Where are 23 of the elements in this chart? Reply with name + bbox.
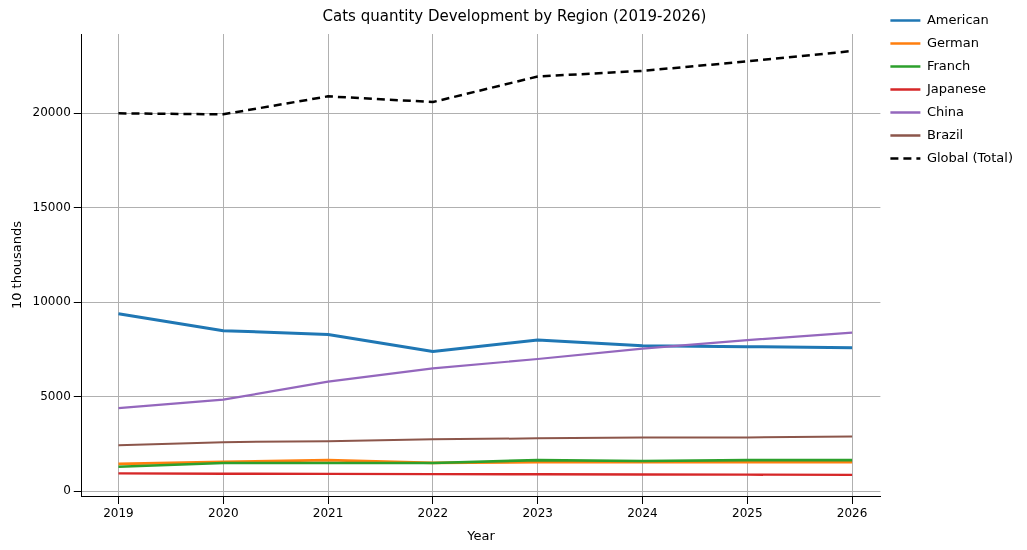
x-tick-label: 2020 — [207, 506, 239, 521]
y-tick-label: 15000 — [32, 199, 71, 214]
x-tick-label: 2026 — [836, 506, 868, 521]
legend-label: Global (Total) — [926, 149, 1013, 165]
x-tick-label: 2025 — [732, 506, 763, 521]
legend-label: Brazil — [926, 126, 964, 142]
legend-label: Franch — [926, 57, 971, 73]
y-axis-title: 10 thousands — [9, 220, 25, 310]
chart-title: Cats quantity Development by Region (2019-2026) — [322, 6, 707, 25]
x-axis-title: Year — [466, 527, 496, 543]
legend-label: China — [926, 103, 965, 119]
legend-label: German — [926, 34, 979, 50]
x-tick-label: 2019 — [103, 506, 134, 521]
y-tick-label: 5000 — [40, 388, 71, 403]
x-tick-label: 2023 — [522, 506, 553, 521]
x-tick-label: 2022 — [417, 506, 449, 521]
legend-label: Japanese — [925, 80, 986, 96]
y-tick-label: 0 — [63, 483, 71, 498]
x-tick-label: 2021 — [312, 506, 344, 521]
y-tick-label: 10000 — [32, 294, 71, 309]
legend-label: American — [926, 11, 989, 27]
y-tick-label: 20000 — [32, 105, 71, 120]
x-tick-label: 2024 — [627, 506, 658, 521]
